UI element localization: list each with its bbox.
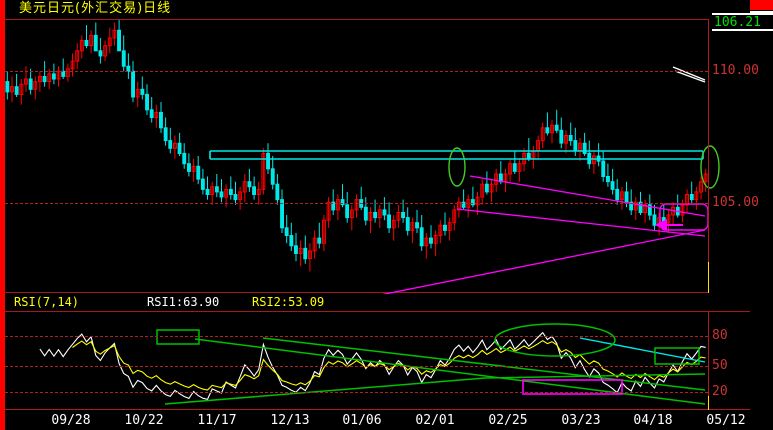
- candlestick-series: [5, 20, 708, 272]
- rsi-chart-canvas: [39, 323, 706, 405]
- rsi-gridline-50: [5, 366, 708, 367]
- rsi-gridline-80: [5, 336, 708, 337]
- resistance-line-cyan: [209, 150, 704, 160]
- crosshair-cursor-rsi[interactable]: [708, 396, 709, 410]
- date-tick-5: 02/01: [415, 413, 455, 428]
- gridline-110: [5, 71, 708, 72]
- date-tick-2: 11/17: [197, 413, 237, 428]
- highlight-box-magenta: [655, 203, 709, 231]
- window-corner-underline: [750, 11, 773, 13]
- wedge-trendlines-white: [672, 66, 706, 83]
- price-tick-105: 105.00: [712, 195, 759, 210]
- date-tick-6: 02/25: [488, 413, 528, 428]
- rsi-axis-line: [708, 312, 709, 410]
- indicator-header-divider: [5, 311, 750, 312]
- date-tick-7: 03/23: [561, 413, 601, 428]
- date-tick-4: 01/06: [342, 413, 382, 428]
- rsi-tick-20: 20: [712, 384, 728, 399]
- gridline-105: [5, 203, 708, 204]
- date-tick-1: 10/22: [124, 413, 164, 428]
- last-price-box: 106.21: [712, 13, 773, 31]
- rsi-chart-panel[interactable]: [5, 312, 708, 410]
- window-left-border: [0, 0, 5, 430]
- date-axis: 09/28 10/22 11/17 12/13 01/06 02/01 02/25 03/23…: [5, 411, 773, 430]
- price-chart-panel[interactable]: [5, 19, 720, 297]
- rsi1-line: [39, 331, 706, 401]
- price-chart-canvas: [5, 20, 720, 297]
- rsi-highlight-box-magenta: [522, 379, 623, 395]
- date-tick-0: 09/28: [51, 413, 91, 428]
- title-bar: 美元日元(外汇交易)日线: [5, 0, 750, 18]
- rsi-highlight-ellipse: [494, 323, 616, 357]
- rsi2-line: [72, 339, 706, 391]
- indicator-name[interactable]: RSI(7,14): [14, 295, 80, 309]
- last-price-value: 106.21: [714, 15, 761, 30]
- rsi-gridline-20: [5, 392, 708, 393]
- page-title: 美元日元(外汇交易)日线: [19, 1, 172, 16]
- price-tick-110: 110.00: [712, 63, 759, 78]
- indicator-rsi1-value: RSI1:63.90: [147, 295, 220, 309]
- window-corner-marker: [750, 0, 773, 10]
- rsi-tick-50: 50: [712, 358, 728, 373]
- highlight-ellipse-breakout: [448, 147, 466, 187]
- date-tick-9: 05/12: [706, 413, 746, 428]
- rsi-highlight-box-2: [654, 347, 700, 365]
- rsi-tick-80: 80: [712, 328, 728, 343]
- crosshair-cursor-price[interactable]: [708, 262, 709, 293]
- highlight-ellipse-retest: [700, 145, 720, 189]
- date-tick-8: 04/18: [633, 413, 673, 428]
- rsi-panel-bottom-border: [5, 409, 750, 410]
- price-axis-line: [708, 19, 709, 293]
- channel-lines-magenta: [374, 175, 706, 297]
- rsi-trendlines-green: [164, 337, 706, 405]
- rsi-highlight-box-1: [156, 329, 200, 345]
- indicator-header[interactable]: RSI(7,14) RSI1:63.90 RSI2:53.09: [5, 294, 750, 311]
- rsi-resistance-line-cyan: [579, 337, 706, 363]
- date-tick-3: 12/13: [270, 413, 310, 428]
- indicator-rsi2-value: RSI2:53.09: [252, 295, 325, 309]
